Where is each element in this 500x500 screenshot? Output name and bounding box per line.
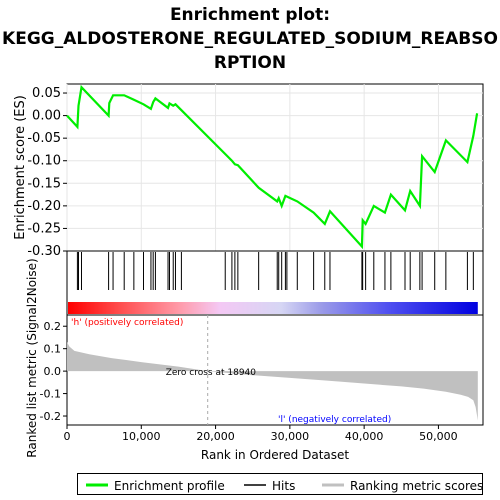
metric-xtick-label: 30,000 [271, 430, 310, 443]
enrichment-profile-line [66, 84, 479, 250]
chart-title-line-1: Enrichment plot: [169, 5, 331, 25]
metric-xtick-label: 40,000 [345, 430, 384, 443]
metric-ylabel: Ranked list metric (Signal2Noise) [25, 258, 39, 457]
legend-hits-label: Hits [272, 479, 295, 493]
es-ytick-label: -0.30 [27, 244, 61, 259]
metric-ytick-label: 0.2 [44, 320, 62, 333]
chart-title-line-2: KEGG_ALDOSTERONE_REGULATED_SODIUM_REABSO [2, 29, 498, 49]
metric-ytick-label: -0.2 [40, 410, 61, 423]
es-ytick-label: -0.25 [27, 221, 61, 236]
hits-panel [66, 250, 484, 316]
zero-cross-label: Zero cross at 18940 [166, 368, 257, 378]
negative-correlation-label: 'l' (negatively correlated) [278, 415, 391, 425]
metric-xtick-label: 20,000 [196, 430, 235, 443]
es-plot-frame [66, 83, 484, 252]
metric-xtick-label: 50,000 [419, 430, 458, 443]
metric-ytick-label: -0.1 [40, 388, 61, 401]
es-ytick-label: 0.05 [32, 86, 61, 101]
metric-area [67, 341, 478, 421]
es-ytick-label: -0.05 [27, 131, 61, 146]
metric-xlabel: Rank in Ordered Dataset [201, 448, 349, 462]
legend-enrichment-label: Enrichment profile [114, 479, 225, 493]
es-panel: 0.05 0.00 -0.05 -0.10 -0.15 -0.20 -0.25 -0.30 En… [13, 83, 484, 259]
es-ytick-label: -0.10 [27, 154, 61, 169]
es-ytick-label: 0.00 [32, 109, 61, 124]
legend: Enrichment profile Hits Ranking metric s… [77, 473, 483, 495]
legend-metric-label: Ranking metric scores [350, 479, 483, 493]
metric-xtick-label: 10,000 [122, 430, 161, 443]
metric-xtick-label: 0 [64, 430, 71, 443]
metric-ytick-label: 0.0 [44, 365, 62, 378]
metric-panel: Zero cross at 18940 'h' (positively corre… [25, 258, 484, 462]
chart-title-line-3: RPTION [213, 53, 287, 73]
es-ytick-label: -0.20 [27, 199, 61, 214]
es-ytick-label: -0.15 [27, 176, 61, 191]
es-ylabel: Enrichment score (ES) [13, 95, 28, 240]
metric-ytick-label: 0.1 [44, 343, 62, 356]
positive-correlation-label: 'h' (positively correlated) [71, 318, 183, 328]
ranking-color-bar [68, 302, 478, 314]
enrichment-chart: 0.050.00-0.05-0.10-0.15-0.20-0.25-0.30En… [13, 83, 484, 462]
